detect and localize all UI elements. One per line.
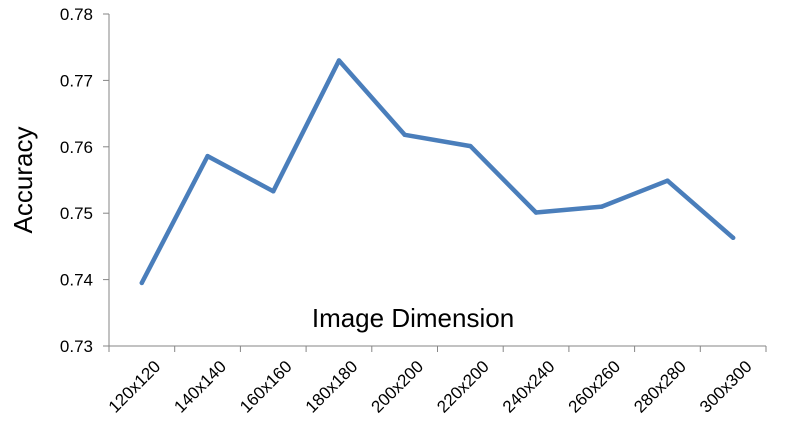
data-point (533, 210, 539, 215)
y-tick-label: 0.77 (60, 71, 93, 90)
data-point (205, 153, 210, 159)
data-point (468, 143, 473, 149)
x-tick-label: 120x120 (105, 357, 165, 417)
x-tick-label: 160x160 (236, 357, 296, 417)
x-axis-title: Image Dimension (312, 303, 514, 333)
data-point (402, 132, 407, 138)
x-tick-label: 200x200 (368, 357, 428, 417)
series-line (139, 58, 736, 286)
x-tick-label: 220x200 (433, 357, 493, 417)
data-point (599, 204, 604, 209)
data-point (730, 235, 736, 240)
y-tick-label: 0.74 (60, 271, 93, 290)
y-tick-label: 0.73 (60, 337, 93, 356)
y-axis: 0.73 0.74 0.75 0.76 0.77 0.78 (60, 5, 110, 356)
data-point (665, 178, 670, 183)
data-point (336, 58, 342, 63)
data-point (139, 280, 145, 286)
y-axis-title: Accuracy (8, 127, 38, 234)
data-point (271, 189, 276, 194)
y-tick-label: 0.75 (60, 204, 93, 223)
series-group (139, 58, 736, 286)
x-tick-label: 140x140 (170, 357, 230, 417)
x-tick-label: 280x280 (630, 357, 690, 417)
x-tick-label: 300x300 (696, 357, 756, 417)
x-tick-label: 260x260 (565, 357, 625, 417)
x-tick-label: 240x240 (499, 357, 559, 417)
x-tick-label: 180x180 (302, 357, 362, 417)
y-tick-label: 0.76 (60, 138, 93, 157)
y-tick-label: 0.78 (60, 5, 93, 24)
x-axis: 120x120 140x140 160x160 180x180 200x200 220x2… (105, 345, 767, 417)
